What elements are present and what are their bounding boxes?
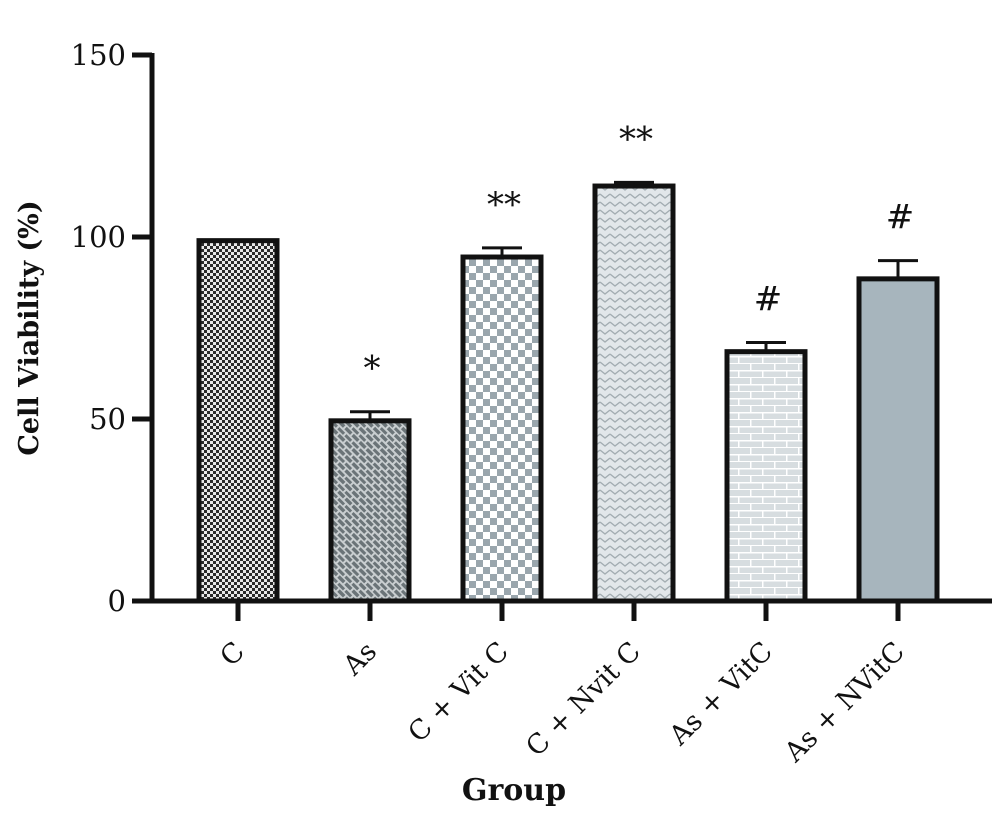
x-axis-title: Group	[462, 773, 566, 808]
significance-annotation: #	[754, 280, 783, 320]
significance-annotation: **	[487, 185, 521, 225]
bars-layer	[196, 180, 940, 604]
category-label: C	[214, 636, 251, 673]
bar	[328, 418, 412, 604]
significance-annotation: #	[886, 198, 915, 238]
bar	[460, 254, 544, 604]
y-tick-label: 50	[89, 402, 126, 436]
bar	[724, 349, 808, 604]
category-label: C + Vit C	[402, 636, 515, 749]
axes-layer: 0 50 100 150	[71, 38, 992, 621]
category-label: As	[337, 636, 383, 682]
category-label: As + VitC	[663, 636, 779, 752]
category-label: C + Nvit C	[520, 636, 647, 763]
bar	[592, 183, 676, 604]
bar	[196, 238, 280, 604]
significance-annotation: *	[364, 349, 381, 389]
bar	[856, 276, 940, 604]
y-tick-label: 150	[71, 38, 126, 72]
y-tick-label: 100	[71, 220, 126, 254]
significance-annotation: **	[619, 119, 653, 159]
category-label: As + NVitC	[778, 636, 911, 769]
y-axis-title: Cell Viability (%)	[14, 200, 45, 455]
y-tick-label: 0	[108, 584, 126, 618]
